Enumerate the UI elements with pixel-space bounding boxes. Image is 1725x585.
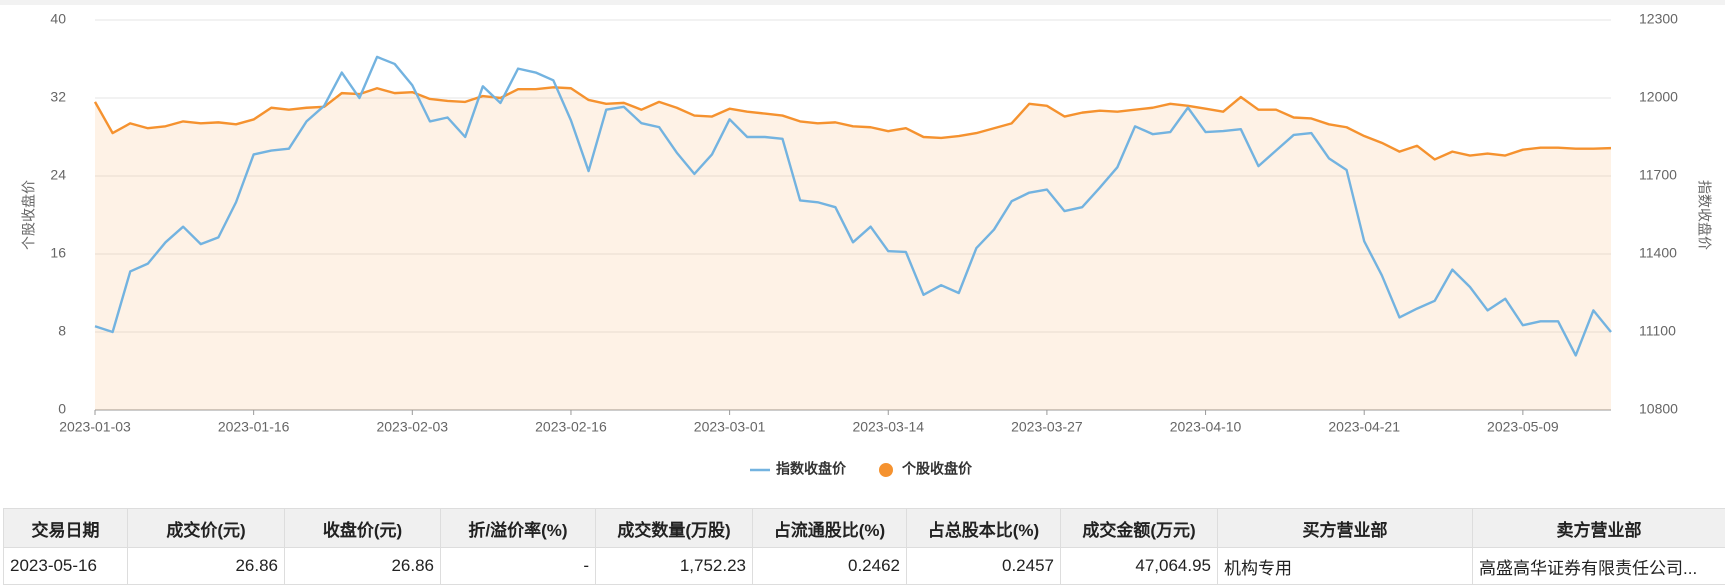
y2-axis-title: 指数收盘价 xyxy=(1696,180,1712,250)
y2-tick-label: 11100 xyxy=(1639,323,1676,339)
legend-item[interactable]: 个股收盘价 xyxy=(879,461,973,477)
table-cell: 机构专用 xyxy=(1218,548,1473,585)
table-cell: 47,064.95 xyxy=(1061,548,1218,585)
table-cell: 26.86 xyxy=(128,548,285,585)
table-cell: 1,752.23 xyxy=(596,548,753,585)
x-tick-label: 2023-03-27 xyxy=(1011,419,1083,435)
y-axis-title: 个股收盘价 xyxy=(21,180,37,250)
header-cell: 占总股本比(%) xyxy=(907,509,1061,548)
x-tick-label: 2023-04-10 xyxy=(1170,419,1242,435)
y2-tick-label: 11400 xyxy=(1639,245,1677,261)
header-cell: 买方营业部 xyxy=(1218,509,1473,548)
x-tick-label: 2023-02-03 xyxy=(376,419,448,435)
y-tick-label: 8 xyxy=(58,323,66,339)
table-cell: 0.2462 xyxy=(753,548,907,585)
y2-tick-label: 10800 xyxy=(1639,401,1678,417)
header-cell: 折/溢价率(%) xyxy=(441,509,596,548)
y2-tick-label: 12300 xyxy=(1639,11,1678,27)
x-tick-label: 2023-03-14 xyxy=(852,419,924,435)
legend-label: 个股收盘价 xyxy=(901,461,973,477)
y2-tick-label: 11700 xyxy=(1639,167,1677,183)
table-cell: 高盛高华证券有限责任公司... xyxy=(1473,548,1725,585)
trade-table: 交易日期成交价(元)收盘价(元)折/溢价率(%)成交数量(万股)占流通股比(%)… xyxy=(3,508,1725,585)
x-tick-label: 2023-01-16 xyxy=(218,419,290,435)
header-cell: 交易日期 xyxy=(4,509,128,548)
y2-tick-label: 12000 xyxy=(1639,89,1678,105)
header-cell: 占流通股比(%) xyxy=(753,509,907,548)
header-cell: 卖方营业部 xyxy=(1473,509,1725,548)
x-tick-label: 2023-01-03 xyxy=(59,419,131,435)
header-cell: 成交数量(万股) xyxy=(596,509,753,548)
x-tick-label: 2023-05-09 xyxy=(1487,419,1559,435)
chart: 个股收盘价 指数收盘价 0 8 16 24 32 40 10800 11100 11400 117… xyxy=(0,0,1725,500)
header-row: 交易日期成交价(元)收盘价(元)折/溢价率(%)成交数量(万股)占流通股比(%)… xyxy=(4,509,1725,548)
y-tick-label: 16 xyxy=(50,245,66,261)
y-tick-label: 24 xyxy=(50,167,66,183)
header-cell: 成交价(元) xyxy=(128,509,285,548)
table-cell: - xyxy=(441,548,596,585)
x-tick-label: 2023-04-21 xyxy=(1328,419,1400,435)
legend-label: 指数收盘价 xyxy=(776,461,847,477)
legend-item[interactable]: 指数收盘价 xyxy=(750,461,847,477)
header-cell: 成交金额(万元) xyxy=(1061,509,1218,548)
x-tick-label: 2023-03-01 xyxy=(694,419,766,435)
y-tick-label: 40 xyxy=(50,11,66,27)
table-cell: 2023-05-16 xyxy=(4,548,128,585)
header-cell: 收盘价(元) xyxy=(285,509,441,548)
table-cell: 26.86 xyxy=(285,548,441,585)
y-tick-label: 0 xyxy=(58,401,66,417)
table-cell: 0.2457 xyxy=(907,548,1061,585)
legend-swatch xyxy=(879,463,893,477)
y-tick-label: 32 xyxy=(50,89,66,105)
area-fill xyxy=(95,87,1611,410)
x-tick-label: 2023-02-16 xyxy=(535,419,607,435)
